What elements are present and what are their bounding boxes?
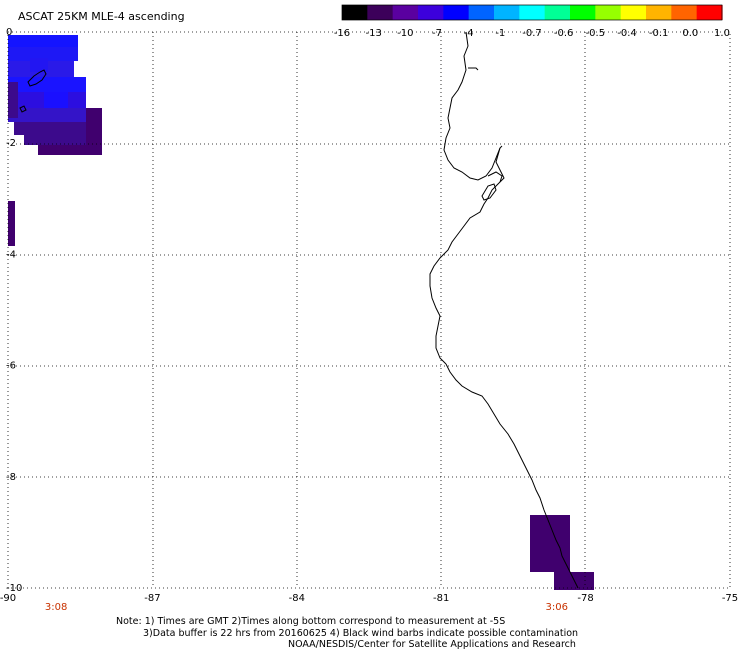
colorbar-label: -16 — [334, 28, 350, 39]
latitude-tick-label: -2 — [6, 138, 16, 149]
swath-cells — [8, 35, 594, 590]
swath-cell — [44, 92, 68, 108]
swath-cell — [8, 77, 86, 92]
colorbar-swatch — [468, 5, 495, 20]
colorbar-label: -0.6 — [554, 28, 574, 39]
colorbar-swatch — [367, 5, 394, 20]
pass-time-label: 3:08 — [45, 602, 67, 613]
colorbar-label: -0.5 — [586, 28, 606, 39]
note-line-1: Note: 1) Times are GMT 2)Times along bot… — [116, 616, 506, 627]
colorbar-label: 1.0 — [714, 28, 730, 39]
colorbar-label: -13 — [365, 28, 381, 39]
map-title: ASCAT 25KM MLE-4 ascending — [18, 10, 185, 23]
colorbar-labels: -16 -13 -10 -7 -4 -1 -0.7 -0.6 -0.5 -0.4 -0.1 0.0 1.… — [334, 28, 730, 39]
longitude-labels: -90 -87 -84 -81 -78 -75 — [0, 593, 738, 604]
swath-cell — [530, 515, 570, 572]
longitude-tick-label: -81 — [433, 593, 449, 604]
note-line-3: NOAA/NESDIS/Center for Satellite Applica… — [288, 639, 576, 650]
colorbar-swatch — [519, 5, 546, 20]
swath-cell — [8, 201, 15, 246]
colorbar-swatches — [342, 5, 723, 20]
latitude-tick-label: -6 — [6, 361, 16, 372]
colorbar-swatch — [494, 5, 520, 20]
colorbar-swatch — [342, 5, 368, 20]
longitude-tick-label: -87 — [144, 593, 160, 604]
longitude-tick-label: -84 — [289, 593, 305, 604]
colorbar-label: -0.1 — [649, 28, 669, 39]
colorbar-label: -10 — [397, 28, 413, 39]
graticule — [7, 31, 731, 589]
latitude-tick-label: -8 — [6, 472, 16, 483]
coastline — [19, 31, 579, 589]
colorbar: -16 -13 -10 -7 -4 -1 -0.7 -0.6 -0.5 -0.4 -0.1 0.0 1.… — [334, 4, 730, 39]
swath-cell — [8, 82, 18, 118]
colorbar-label: 0.0 — [682, 28, 698, 39]
latitude-labels: 0 -2 -4 -6 -8 -10 — [6, 27, 22, 594]
colorbar-swatch — [646, 5, 672, 20]
swath-cell — [8, 108, 102, 122]
longitude-tick-label: -90 — [0, 593, 16, 604]
swath-cell — [8, 35, 78, 47]
colorbar-swatch — [544, 5, 571, 20]
colorbar-swatch — [418, 5, 444, 20]
colorbar-swatch — [595, 5, 622, 20]
swath-cell — [38, 145, 102, 155]
swath-cell — [8, 47, 78, 61]
colorbar-label: -4 — [464, 28, 474, 39]
longitude-tick-label: -78 — [577, 593, 593, 604]
pass-time-labels: 3:08 3:06 — [45, 602, 568, 613]
swath-cell — [86, 108, 102, 155]
colorbar-swatch — [696, 5, 723, 20]
colorbar-swatch — [443, 5, 470, 20]
latitude-tick-label: -4 — [6, 249, 16, 260]
colorbar-label: -0.7 — [522, 28, 542, 39]
latitude-tick-label: 0 — [6, 27, 12, 38]
colorbar-swatch — [620, 5, 647, 20]
latitude-tick-label: -10 — [6, 583, 22, 594]
swath-cell — [14, 122, 102, 135]
colorbar-swatch — [671, 5, 698, 20]
colorbar-label: -0.4 — [617, 28, 637, 39]
swath-cell — [30, 58, 48, 72]
colorbar-frame — [341, 4, 723, 21]
note-line-2: 3)Data buffer is 22 hrs from 20160625 4)… — [143, 628, 579, 639]
swath-cell — [24, 135, 102, 145]
colorbar-swatch — [570, 5, 596, 20]
colorbar-swatch — [392, 5, 419, 20]
colorbar-label: -7 — [432, 28, 442, 39]
pass-time-label: 3:06 — [545, 602, 567, 613]
longitude-tick-label: -75 — [722, 593, 738, 604]
colorbar-label: -1 — [495, 28, 505, 39]
